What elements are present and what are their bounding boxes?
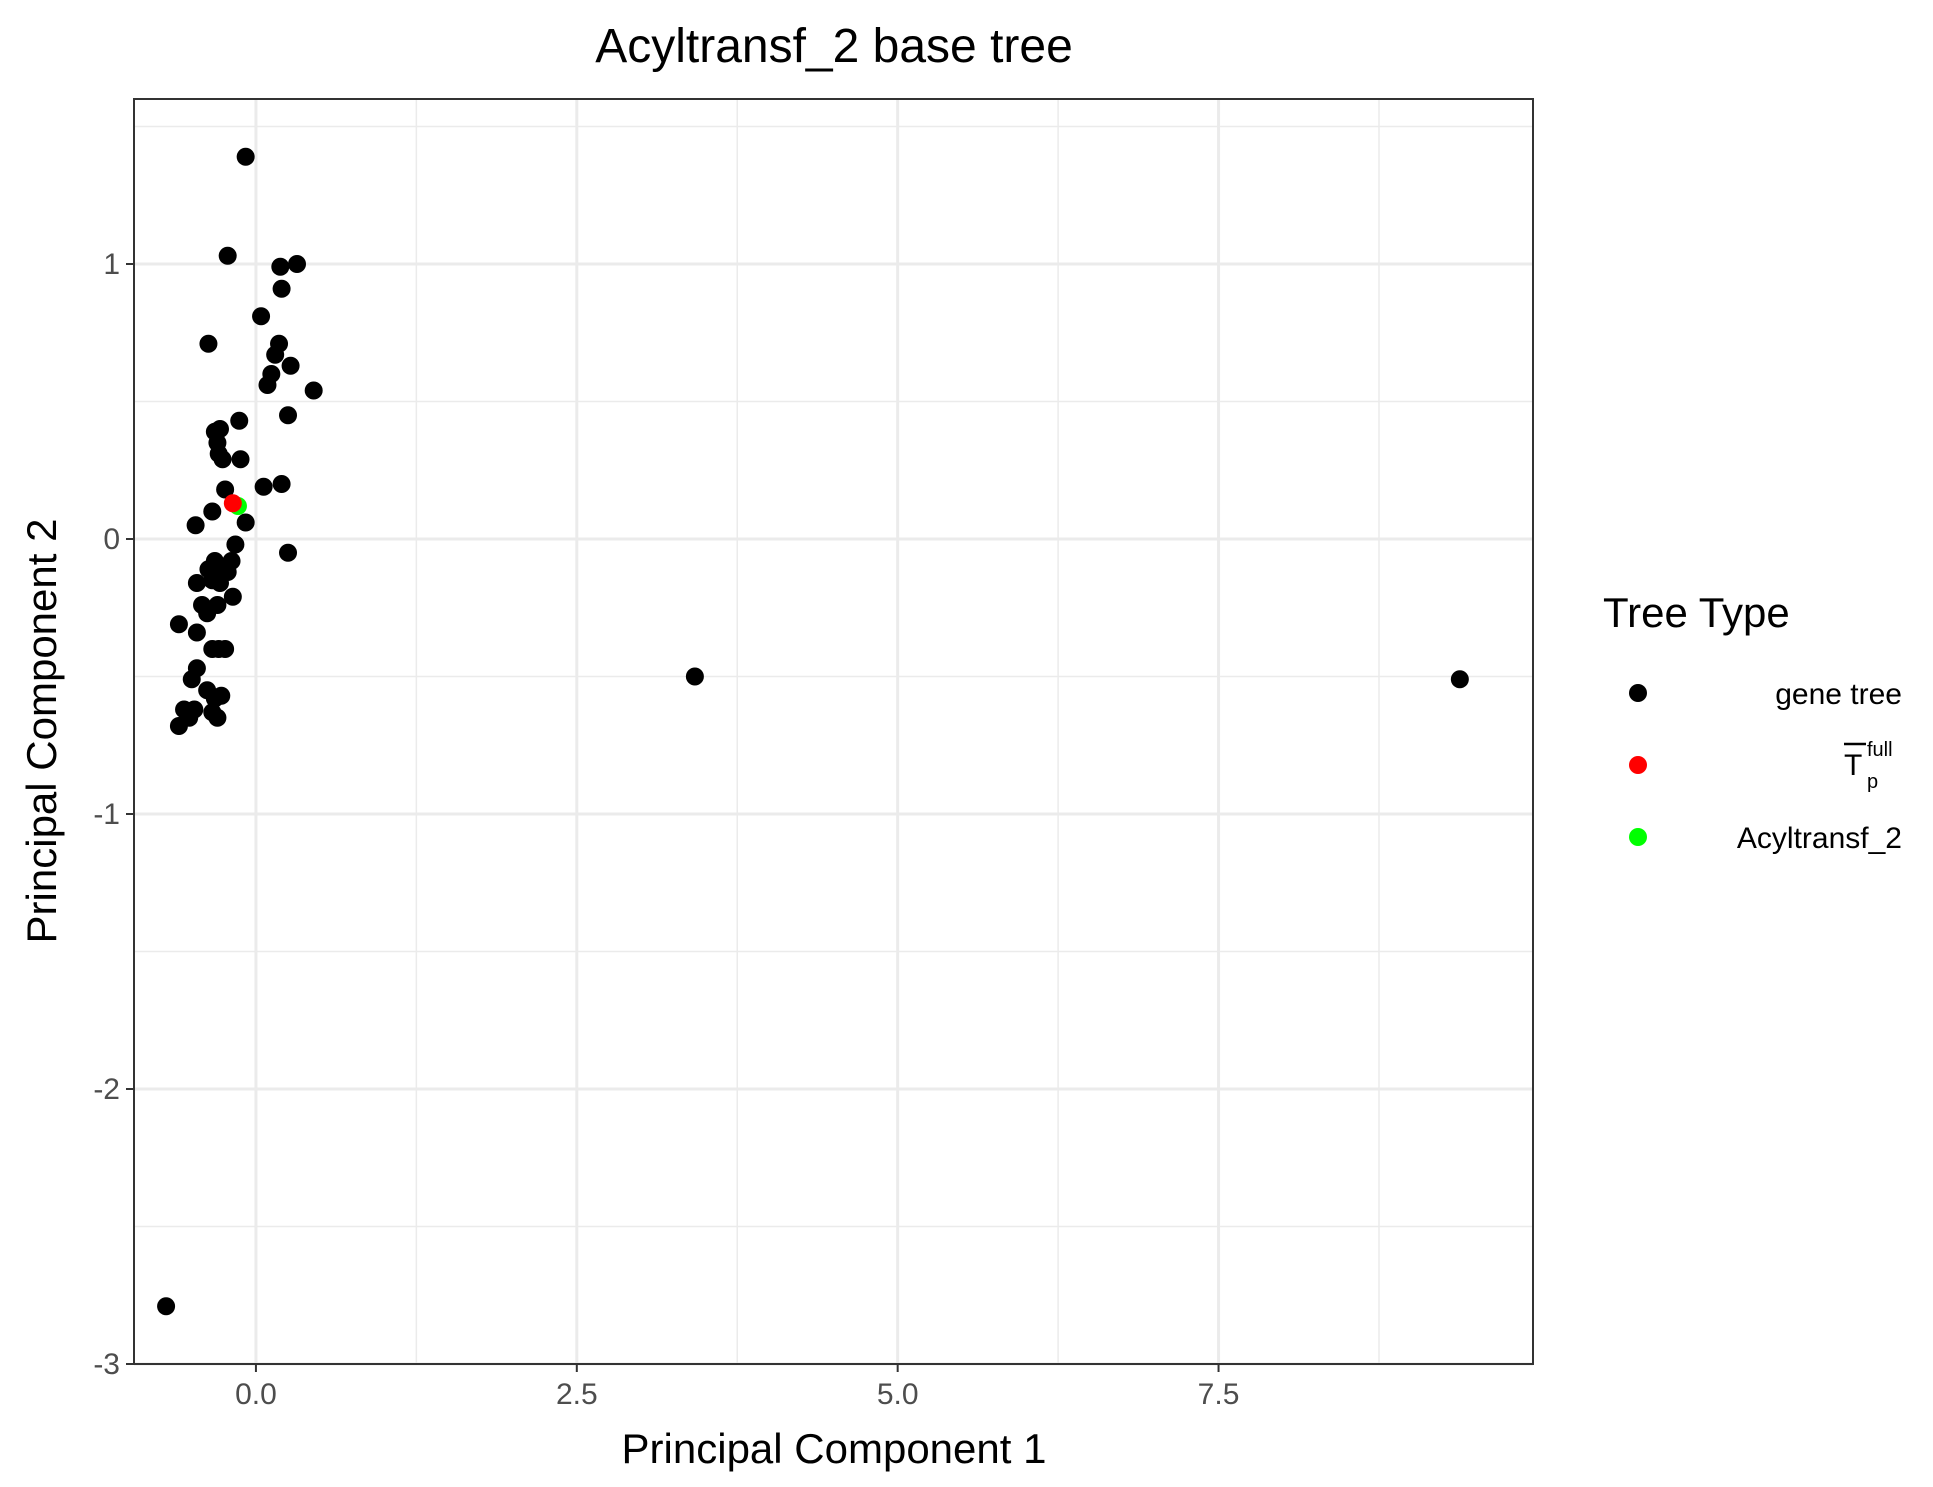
data-point-gene-tree bbox=[271, 257, 290, 276]
data-point-gene-tree bbox=[288, 255, 307, 273]
data-point-gene-tree bbox=[169, 615, 188, 634]
data-point-gene-tree bbox=[199, 334, 218, 353]
chart-title: Acyltransf_2 base tree bbox=[595, 20, 1073, 73]
data-point-gene-tree bbox=[254, 477, 273, 496]
data-point-gene-tree bbox=[258, 376, 277, 394]
panel-border bbox=[133, 98, 1534, 1365]
data-point-gene-tree bbox=[272, 279, 291, 298]
data-point-t bbox=[223, 494, 242, 513]
panel-background bbox=[134, 99, 1533, 1364]
data-point-gene-tree bbox=[272, 475, 291, 493]
data-point-gene-tree bbox=[187, 574, 206, 592]
data-point-gene-tree bbox=[304, 381, 323, 400]
data-point-gene-tree bbox=[216, 640, 235, 658]
plot-panel bbox=[133, 98, 1534, 1366]
y-tick-label: -1 bbox=[93, 798, 120, 831]
legend-label-tp-full: T bbox=[1844, 749, 1862, 782]
y-axis-title: Principal Component 2 bbox=[18, 519, 65, 944]
legend-label-gene-tree: gene tree bbox=[1775, 678, 1902, 711]
y-tick-label: 1 bbox=[103, 248, 120, 281]
data-point-gene-tree bbox=[266, 345, 285, 364]
data-point-gene-tree bbox=[182, 670, 201, 689]
data-point-gene-tree bbox=[208, 708, 227, 727]
legend-key-tp-full bbox=[1629, 756, 1647, 774]
data-point-gene-tree bbox=[205, 689, 224, 708]
x-tick-label: 0.0 bbox=[235, 1378, 277, 1411]
data-point-gene-tree bbox=[218, 246, 237, 265]
y-tick-label: -2 bbox=[93, 1073, 120, 1106]
data-point-gene-tree bbox=[281, 356, 300, 375]
data-point-gene-tree bbox=[685, 667, 704, 686]
data-point-gene-tree bbox=[187, 623, 206, 642]
data-point-gene-tree bbox=[230, 411, 249, 430]
data-point-gene-tree bbox=[169, 717, 188, 735]
legend: Tree Type gene tree T full p Acyltransf_… bbox=[1603, 589, 1902, 855]
x-tick-label: 5.0 bbox=[877, 1378, 919, 1411]
data-point-gene-tree bbox=[186, 516, 205, 535]
y-tick-label: 0 bbox=[103, 523, 120, 556]
data-point-gene-tree bbox=[236, 147, 255, 166]
data-points bbox=[157, 147, 1469, 1316]
data-point-gene-tree bbox=[236, 513, 255, 532]
legend-title: Tree Type bbox=[1603, 589, 1790, 636]
data-point-gene-tree bbox=[231, 450, 250, 469]
x-tick-label: 2.5 bbox=[556, 1378, 598, 1411]
x-tick-label: 7.5 bbox=[1198, 1378, 1240, 1411]
data-point-gene-tree bbox=[279, 543, 298, 562]
minor-gridlines bbox=[134, 99, 1533, 1364]
data-point-gene-tree bbox=[213, 450, 232, 469]
data-point-gene-tree bbox=[210, 574, 229, 592]
y-tick-label: -3 bbox=[93, 1348, 120, 1381]
legend-label-superscript: full bbox=[1867, 739, 1893, 761]
legend-label-acyltransf-2: Acyltransf_2 bbox=[1737, 822, 1902, 855]
y-axis: -3 -2 -1 0 1 bbox=[93, 248, 134, 1381]
legend-label-subscript: p bbox=[1867, 771, 1878, 793]
data-point-gene-tree bbox=[226, 535, 245, 554]
data-point-gene-tree bbox=[198, 604, 217, 623]
data-point-gene-tree bbox=[279, 406, 298, 425]
data-point-gene-tree bbox=[203, 502, 222, 521]
data-point-gene-tree bbox=[223, 587, 242, 606]
data-point-gene-tree bbox=[216, 480, 235, 499]
legend-key-acyltransf-2 bbox=[1629, 828, 1647, 846]
legend-key-gene-tree bbox=[1629, 684, 1647, 702]
data-point-gene-tree bbox=[157, 1297, 176, 1316]
data-point-gene-tree bbox=[1450, 670, 1469, 689]
x-axis: 0.0 2.5 5.0 7.5 bbox=[235, 1364, 1239, 1411]
x-axis-title: Principal Component 1 bbox=[622, 1425, 1047, 1472]
data-point-gene-tree bbox=[252, 307, 271, 326]
